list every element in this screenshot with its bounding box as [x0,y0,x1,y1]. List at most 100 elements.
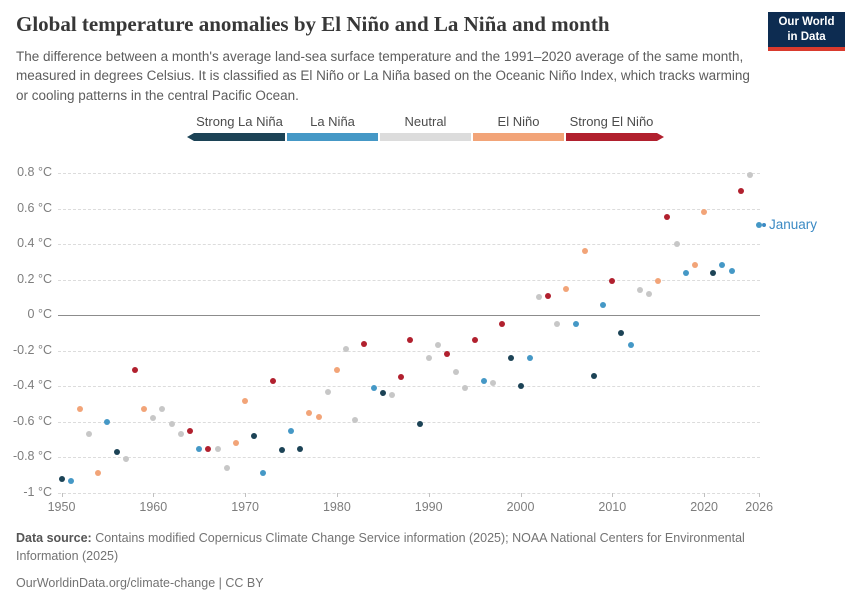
data-point[interactable] [370,385,377,392]
x-axis-tick [428,493,430,497]
data-point[interactable] [434,342,441,349]
data-point[interactable] [388,392,395,399]
x-axis-tick [336,493,338,497]
data-point[interactable] [545,292,552,299]
data-point[interactable] [416,420,423,427]
data-point[interactable] [333,367,340,374]
legend-item-el-nino[interactable]: El Niño [473,114,564,141]
data-point[interactable] [453,369,460,376]
data-point[interactable] [673,241,680,248]
data-point[interactable] [177,431,184,438]
data-point[interactable] [343,346,350,352]
data-point[interactable] [131,367,138,374]
x-axis-label: 1950 [47,500,76,514]
legend-item-strong-la-nina[interactable]: Strong La Niña [187,114,285,141]
data-point[interactable] [159,406,166,413]
data-point[interactable] [113,449,120,456]
data-point[interactable] [297,445,304,452]
data-point[interactable] [710,269,717,276]
page-title: Global temperature anomalies by El Niño … [16,12,610,36]
legend-item-neutral[interactable]: Neutral [380,114,471,141]
data-point[interactable] [150,415,157,422]
y-axis-label: 0.6 °C [17,200,52,215]
data-point[interactable] [278,447,285,454]
data-point[interactable] [251,433,258,440]
gridline [58,315,760,317]
annotation-bullet-icon [762,222,766,227]
data-point[interactable] [719,262,726,269]
legend-label: El Niño [497,114,540,129]
data-point[interactable] [627,342,634,349]
data-point[interactable] [554,321,561,328]
data-point[interactable] [499,321,506,328]
data-point[interactable] [67,477,74,484]
data-point[interactable] [324,388,331,395]
data-point[interactable] [398,374,405,381]
data-point[interactable] [260,470,267,477]
data-point[interactable] [444,351,451,358]
data-point[interactable] [462,385,469,392]
data-point[interactable] [269,378,276,384]
data-point[interactable] [379,390,386,397]
data-point[interactable] [471,337,478,344]
data-point[interactable] [691,262,698,269]
owid-logo[interactable]: Our World in Data [768,12,845,51]
data-point[interactable] [737,187,744,194]
data-point[interactable] [352,417,359,424]
legend-item-strong-el-nino[interactable]: Strong El Niño [566,114,664,141]
data-point[interactable] [517,383,524,390]
data-point[interactable] [214,445,221,452]
data-point[interactable] [168,420,175,427]
data-point[interactable] [535,294,542,301]
data-point[interactable] [361,340,368,347]
data-point[interactable] [95,470,102,477]
data-point[interactable] [590,372,597,379]
data-point[interactable] [242,397,249,404]
data-point[interactable] [196,445,203,452]
data-point[interactable] [223,465,230,472]
data-source-text: Contains modified Copernicus Climate Cha… [16,531,745,564]
x-axis-tick [612,493,614,497]
data-point[interactable] [407,337,414,344]
data-point[interactable] [572,321,579,328]
data-point[interactable] [76,406,83,413]
data-point[interactable] [489,379,496,386]
data-point[interactable] [682,269,689,276]
data-point[interactable] [756,221,763,228]
data-point[interactable] [728,267,735,274]
data-point[interactable] [306,410,313,416]
data-point[interactable] [315,413,322,420]
x-axis-tick [520,493,522,497]
data-point[interactable] [600,301,607,308]
data-point[interactable] [122,456,129,463]
data-point[interactable] [646,290,653,297]
data-point[interactable] [664,214,671,221]
data-point[interactable] [480,378,487,384]
citation-link[interactable]: OurWorldinData.org/climate-change [16,576,216,591]
data-point[interactable] [232,440,239,447]
data-point[interactable] [563,285,570,292]
data-point[interactable] [655,278,662,285]
data-point[interactable] [636,287,643,294]
data-point[interactable] [701,209,708,216]
data-point[interactable] [288,427,294,434]
data-point[interactable] [526,354,533,361]
legend-item-la-nina[interactable]: La Niña [287,114,378,141]
data-point[interactable] [187,427,194,434]
data-point[interactable] [609,278,616,285]
citation-line: OurWorldinData.org/climate-change | CC B… [16,574,778,592]
data-point[interactable] [86,431,93,438]
data-point[interactable] [425,354,432,361]
gridline [58,350,760,352]
legend-color-bar [287,133,378,141]
data-point[interactable] [141,406,148,413]
y-axis-label: 0.2 °C [17,271,52,286]
data-point[interactable] [58,475,65,482]
data-point[interactable] [618,330,625,336]
y-axis-label: -0.8 °C [12,449,52,464]
data-point[interactable] [581,248,588,255]
data-point[interactable] [104,418,111,425]
data-point[interactable] [205,445,212,452]
data-point[interactable] [508,354,515,361]
data-point[interactable] [747,171,753,178]
